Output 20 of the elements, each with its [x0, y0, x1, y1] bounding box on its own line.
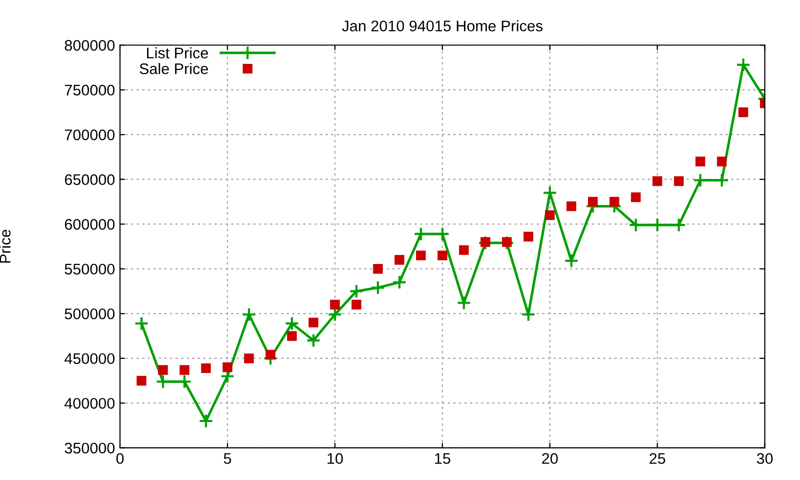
- x-tick-label: 10: [328, 453, 343, 464]
- y-tick-label: 750000: [64, 84, 115, 96]
- y-tick-label: 800000: [64, 40, 115, 51]
- x-tick-label: 30: [756, 453, 773, 464]
- y-tick-label: 550000: [64, 264, 115, 275]
- x-tick-label: 5: [224, 453, 232, 464]
- y-tick-label: 650000: [64, 174, 115, 186]
- chart-title: Jan 2010 94015 Home Prices: [342, 20, 542, 32]
- y-tick-label: 350000: [64, 442, 115, 454]
- x-tick-label: 20: [542, 453, 558, 464]
- x-tick-label: 15: [435, 453, 450, 464]
- x-tick-label: 25: [650, 453, 666, 464]
- legend-label: Sale Price: [140, 62, 208, 74]
- x-tick-label: 0: [116, 453, 124, 464]
- legend-label: List Price: [147, 47, 208, 58]
- y-tick-label: 450000: [64, 353, 115, 364]
- y-tick-label: 400000: [64, 398, 115, 409]
- y-tick-label: 500000: [64, 308, 115, 320]
- y-tick-label: 600000: [64, 218, 115, 230]
- y-tick-label: 700000: [64, 129, 115, 140]
